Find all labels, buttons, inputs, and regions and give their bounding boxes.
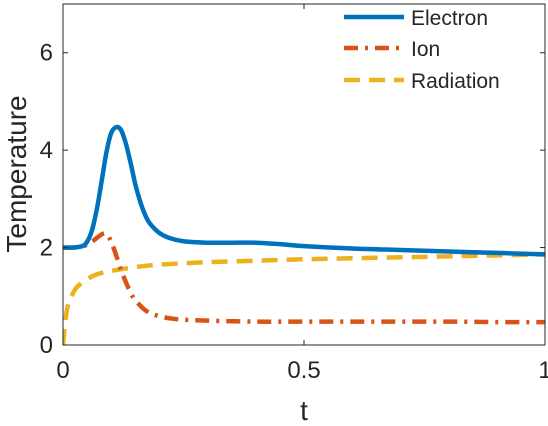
- series-line-electron: [63, 124, 545, 257]
- x-tick-label: 0.5: [287, 357, 320, 384]
- x-tick-label: 1: [538, 357, 548, 384]
- y-tick-label: 0: [40, 332, 53, 359]
- x-tick-label: 0: [56, 357, 69, 384]
- y-tick-label: 6: [40, 40, 53, 67]
- y-tick-label: 4: [40, 137, 53, 164]
- legend-label-electron: Electron: [411, 7, 488, 30]
- series-layer: [63, 124, 545, 345]
- series-line-radiation: [63, 252, 545, 345]
- y-axis-label: Temperature: [1, 95, 32, 252]
- series-line-ion: [63, 230, 545, 325]
- x-axis-label: t: [300, 395, 308, 426]
- ticks-layer: 0 0.5 1 0 2 4 6: [40, 4, 548, 384]
- legend-label-radiation: Radiation: [411, 70, 500, 93]
- y-tick-label: 2: [40, 235, 53, 262]
- legend: Electron Ion Radiation: [344, 7, 500, 93]
- legend-label-ion: Ion: [411, 38, 440, 61]
